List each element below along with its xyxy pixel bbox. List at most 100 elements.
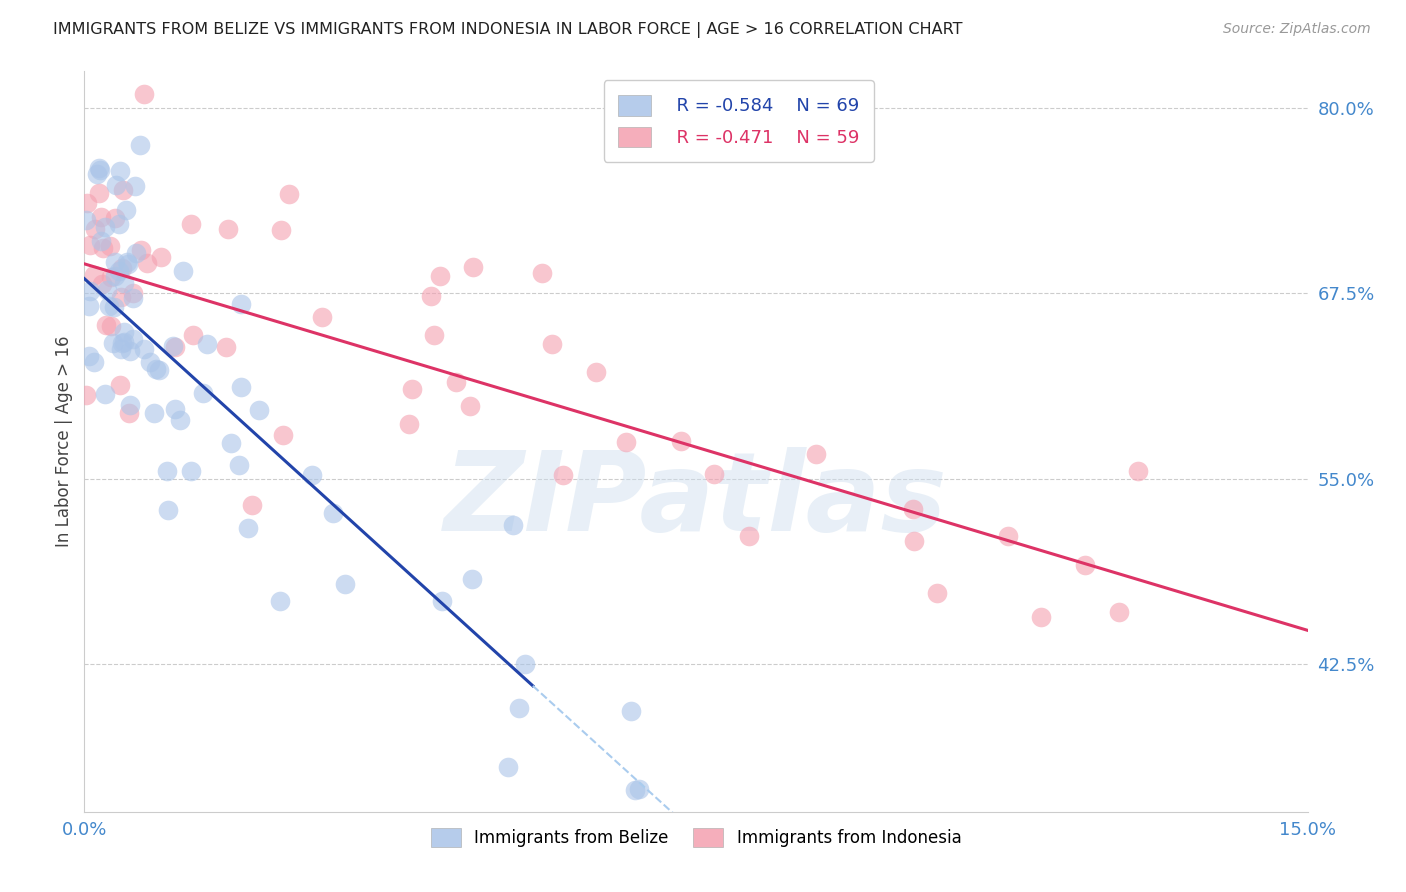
Point — [111, 335, 134, 350]
Point — [551, 468, 574, 483]
Point — [90, 210, 112, 224]
Point — [115, 255, 138, 269]
Point — [91, 241, 114, 255]
Point — [128, 138, 150, 153]
Point — [111, 261, 134, 276]
Point — [121, 332, 143, 346]
Point — [180, 464, 202, 478]
Point — [117, 257, 139, 271]
Point — [1108, 605, 1130, 619]
Point — [97, 299, 120, 313]
Point — [122, 285, 145, 300]
Point — [118, 344, 141, 359]
Point — [398, 417, 420, 431]
Text: IMMIGRANTS FROM BELIZE VS IMMIGRANTS FROM INDONESIA IN LABOR FORCE | AGE > 16 CO: IMMIGRANTS FROM BELIZE VS IMMIGRANTS FRO… — [53, 22, 963, 38]
Point — [163, 401, 186, 416]
Point — [508, 701, 530, 715]
Point — [75, 213, 97, 227]
Point — [89, 163, 111, 178]
Point — [98, 239, 121, 253]
Point — [134, 87, 156, 101]
Point — [77, 299, 100, 313]
Point — [135, 256, 157, 270]
Point — [738, 529, 761, 543]
Point — [540, 337, 562, 351]
Point — [112, 335, 135, 350]
Point — [619, 704, 641, 718]
Point — [502, 518, 524, 533]
Point — [301, 467, 323, 482]
Point — [430, 594, 453, 608]
Point — [444, 375, 467, 389]
Point — [461, 260, 484, 274]
Point — [181, 327, 204, 342]
Point — [669, 434, 692, 449]
Point — [108, 164, 131, 178]
Point — [903, 534, 925, 549]
Y-axis label: In Labor Force | Age > 16: In Labor Force | Age > 16 — [55, 335, 73, 548]
Text: ZIPatlas: ZIPatlas — [444, 447, 948, 554]
Point — [614, 435, 637, 450]
Point — [118, 398, 141, 412]
Point — [420, 288, 443, 302]
Point — [236, 521, 259, 535]
Point — [278, 187, 301, 202]
Point — [271, 428, 294, 442]
Point — [215, 339, 238, 353]
Point — [165, 340, 187, 354]
Point — [335, 577, 357, 591]
Point — [117, 406, 139, 420]
Point — [997, 529, 1019, 543]
Point — [228, 458, 250, 473]
Point — [217, 222, 239, 236]
Point — [1126, 464, 1149, 478]
Point — [191, 385, 214, 400]
Point — [229, 380, 252, 394]
Point — [83, 222, 105, 236]
Point — [100, 270, 122, 285]
Point — [247, 403, 270, 417]
Point — [110, 290, 132, 304]
Point — [322, 506, 344, 520]
Point — [458, 399, 481, 413]
Point — [104, 178, 127, 193]
Point — [110, 342, 132, 356]
Point — [585, 365, 607, 379]
Point — [104, 211, 127, 226]
Point — [103, 268, 125, 283]
Point — [429, 269, 451, 284]
Point — [79, 284, 101, 298]
Point — [129, 243, 152, 257]
Point — [101, 335, 124, 350]
Point — [143, 405, 166, 419]
Point — [77, 349, 100, 363]
Point — [79, 237, 101, 252]
Point — [112, 325, 135, 339]
Point — [311, 310, 333, 324]
Point — [139, 355, 162, 369]
Point — [75, 388, 97, 402]
Point — [121, 291, 143, 305]
Point — [1029, 610, 1052, 624]
Point — [624, 782, 647, 797]
Point — [270, 223, 292, 237]
Point — [103, 300, 125, 314]
Point — [804, 447, 827, 461]
Point — [401, 382, 423, 396]
Point — [94, 220, 117, 235]
Point — [76, 195, 98, 210]
Point — [169, 413, 191, 427]
Point — [531, 266, 554, 280]
Point — [114, 203, 136, 218]
Text: Source: ZipAtlas.com: Source: ZipAtlas.com — [1223, 22, 1371, 37]
Point — [145, 361, 167, 376]
Point — [87, 186, 110, 200]
Point — [195, 337, 218, 351]
Point — [157, 503, 180, 517]
Point — [114, 276, 136, 290]
Point — [108, 378, 131, 392]
Point — [89, 161, 111, 175]
Point — [96, 283, 118, 297]
Point — [90, 234, 112, 248]
Point — [108, 263, 131, 277]
